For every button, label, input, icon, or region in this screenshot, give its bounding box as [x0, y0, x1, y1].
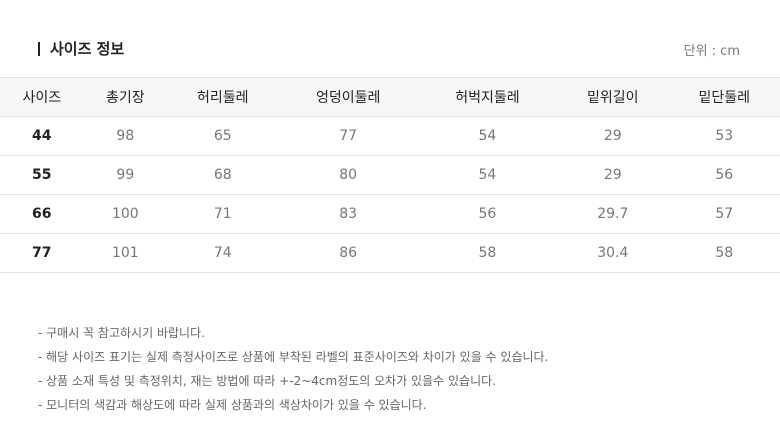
measure-cell: 58: [668, 233, 780, 273]
column-header: 허벅지둘레: [417, 77, 558, 117]
measure-cell: 77: [278, 116, 418, 156]
measure-cell: 100: [83, 194, 168, 234]
measure-cell: 54: [417, 155, 558, 195]
table-row: 55 99 68 80 54 29 56: [0, 155, 780, 195]
measure-cell: 57: [668, 194, 780, 234]
size-table: 사이즈 총기장 허리둘레 엉덩이둘레 허벅지둘레 밑위길이 밑단둘레 44 98 65 77 54 2…: [0, 77, 780, 273]
notes: - 구매시 꼭 참고하시기 바랍니다. - 해당 사이즈 표기는 실제 측정사이즈…: [38, 321, 548, 417]
measure-cell: 101: [83, 233, 168, 273]
column-header: 사이즈: [0, 77, 84, 117]
measure-cell: 74: [167, 233, 279, 273]
measure-cell: 58: [417, 233, 558, 273]
measure-cell: 29.7: [557, 194, 669, 234]
title-bar: [38, 41, 40, 56]
measure-cell: 83: [278, 194, 418, 234]
column-header: 허리둘레: [167, 77, 279, 117]
size-cell: 44: [0, 116, 84, 156]
measure-cell: 65: [167, 116, 279, 156]
note-item: - 구매시 꼭 참고하시기 바랍니다.: [38, 326, 205, 340]
measure-cell: 29: [557, 155, 669, 195]
measure-cell: 80: [278, 155, 418, 195]
column-header: 총기장: [83, 77, 168, 117]
size-cell: 66: [0, 194, 84, 234]
note-item: - 모니터의 색감과 해상도에 따라 실제 상품과의 색상차이가 있을 수 있습…: [38, 398, 427, 412]
note-item: - 해당 사이즈 표기는 실제 측정사이즈로 상품에 부착된 라벨의 표준사이즈…: [38, 350, 549, 364]
measure-cell: 68: [167, 155, 279, 195]
unit-label: 단위 : cm: [683, 44, 740, 59]
measure-cell: 54: [417, 116, 558, 156]
header-row: 사이즈 총기장 허리둘레 엉덩이둘레 허벅지둘레 밑위길이 밑단둘레: [0, 77, 780, 117]
table-row: 44 98 65 77 54 29 53: [0, 116, 780, 156]
column-header: 엉덩이둘레: [278, 77, 418, 117]
measure-cell: 29: [557, 116, 669, 156]
measure-cell: 56: [417, 194, 558, 234]
title-text: 사이즈 정보: [50, 40, 125, 58]
table-row: 77 101 74 86 58 30.4 58: [0, 233, 780, 273]
measure-cell: 98: [83, 116, 168, 156]
section-title: 사이즈 정보: [38, 38, 124, 59]
measure-cell: 71: [167, 194, 279, 234]
note-item: - 상품 소재 특성 및 측정위치, 재는 방법에 따라 +-2~4cm정도의 …: [38, 374, 496, 388]
size-cell: 55: [0, 155, 84, 195]
measure-cell: 86: [278, 233, 418, 273]
size-cell: 77: [0, 233, 84, 273]
column-header: 밑단둘레: [668, 77, 780, 117]
column-header: 밑위길이: [557, 77, 669, 117]
table-row: 66 100 71 83 56 29.7 57: [0, 194, 780, 234]
measure-cell: 99: [83, 155, 168, 195]
measure-cell: 53: [668, 116, 780, 156]
measure-cell: 30.4: [557, 233, 669, 273]
measure-cell: 56: [668, 155, 780, 195]
